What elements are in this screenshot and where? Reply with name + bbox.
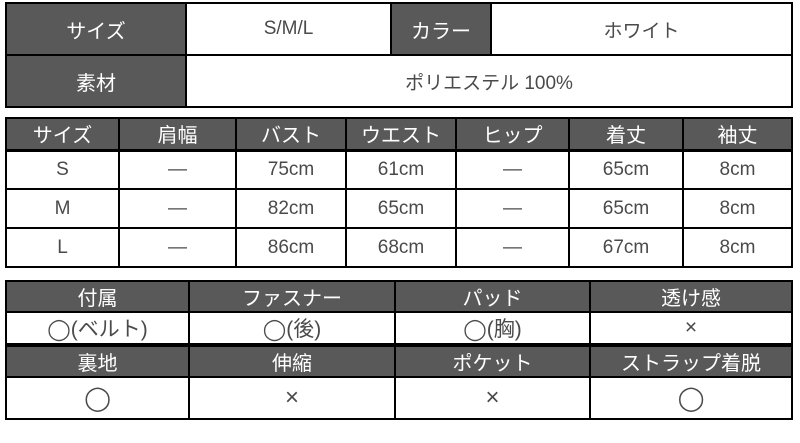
measurements-row-m: M — 82cm 65cm — 65cm 8cm <box>5 188 793 229</box>
feature-header-lining: 裏地 <box>5 343 190 378</box>
feature-value-pad: ◯(胸) <box>394 311 591 346</box>
feature-value-pocket: × <box>394 376 591 420</box>
cell-l-waist: 68cm <box>345 227 457 268</box>
cell-l-bust: 86cm <box>235 227 347 268</box>
feature-value-sheerness: × <box>589 311 793 346</box>
feature-value-fastener: ◯(後) <box>188 311 396 346</box>
measurements-header-hip: ヒップ <box>455 117 570 152</box>
measurements-header-row: サイズ 肩幅 バスト ウエスト ヒップ 着丈 袖丈 <box>5 117 793 152</box>
cell-s-waist: 61cm <box>345 149 457 190</box>
features-value-row-1: ◯(ベルト) ◯(後) ◯(胸) × <box>5 311 793 346</box>
feature-header-pad: パッド <box>394 280 591 313</box>
product-spec-table: サイズ S/M/L カラー ホワイト 素材 ポリエステル 100% <box>5 2 793 108</box>
spec-material-label: 素材 <box>5 54 187 108</box>
feature-value-accessory: ◯(ベルト) <box>5 311 190 346</box>
cell-m-bust: 82cm <box>235 188 347 229</box>
cell-l-size: L <box>5 227 120 268</box>
feature-header-sheerness: 透け感 <box>589 280 793 313</box>
spec-row-material: 素材 ポリエステル 100% <box>5 54 793 108</box>
size-measurements-table: サイズ 肩幅 バスト ウエスト ヒップ 着丈 袖丈 S — 75cm 61cm … <box>5 117 793 268</box>
spec-color-label: カラー <box>390 2 492 56</box>
cell-l-shoulder: — <box>118 227 237 268</box>
spec-row-size-color: サイズ S/M/L カラー ホワイト <box>5 2 793 56</box>
cell-l-length: 67cm <box>568 227 684 268</box>
spec-color-value: ホワイト <box>490 2 793 56</box>
feature-value-lining: ◯ <box>5 376 190 420</box>
feature-header-strap: ストラップ着脱 <box>589 343 793 378</box>
feature-header-pocket: ポケット <box>394 343 591 378</box>
measurements-row-l: L — 86cm 68cm — 67cm 8cm <box>5 227 793 268</box>
measurements-header-shoulder: 肩幅 <box>118 117 237 152</box>
cell-m-sleeve: 8cm <box>682 188 793 229</box>
measurements-header-bust: バスト <box>235 117 347 152</box>
measurements-row-s: S — 75cm 61cm — 65cm 8cm <box>5 149 793 190</box>
feature-header-fastener: ファスナー <box>188 280 396 313</box>
cell-s-shoulder: — <box>118 149 237 190</box>
cell-s-sleeve: 8cm <box>682 149 793 190</box>
cell-s-bust: 75cm <box>235 149 347 190</box>
cell-l-hip: — <box>455 227 570 268</box>
cell-m-size: M <box>5 188 120 229</box>
measurements-header-sleeve: 袖丈 <box>682 117 793 152</box>
spec-material-value: ポリエステル 100% <box>185 54 793 108</box>
spec-size-label: サイズ <box>5 2 187 56</box>
feature-value-strap: ◯ <box>589 376 793 420</box>
cell-m-shoulder: — <box>118 188 237 229</box>
measurements-header-waist: ウエスト <box>345 117 457 152</box>
feature-value-stretch: × <box>188 376 396 420</box>
feature-header-stretch: 伸縮 <box>188 343 396 378</box>
spec-size-value: S/M/L <box>185 2 392 56</box>
features-value-row-2: ◯ × × ◯ <box>5 376 793 420</box>
features-header-row-2: 裏地 伸縮 ポケット ストラップ着脱 <box>5 343 793 378</box>
cell-m-length: 65cm <box>568 188 684 229</box>
cell-s-length: 65cm <box>568 149 684 190</box>
features-header-row-1: 付属 ファスナー パッド 透け感 <box>5 280 793 313</box>
cell-s-size: S <box>5 149 120 190</box>
measurements-header-size: サイズ <box>5 117 120 152</box>
cell-m-waist: 65cm <box>345 188 457 229</box>
measurements-header-length: 着丈 <box>568 117 684 152</box>
cell-l-sleeve: 8cm <box>682 227 793 268</box>
cell-s-hip: — <box>455 149 570 190</box>
feature-header-accessory: 付属 <box>5 280 190 313</box>
features-table: 付属 ファスナー パッド 透け感 ◯(ベルト) ◯(後) ◯(胸) × 裏地 伸… <box>5 280 793 420</box>
cell-m-hip: — <box>455 188 570 229</box>
